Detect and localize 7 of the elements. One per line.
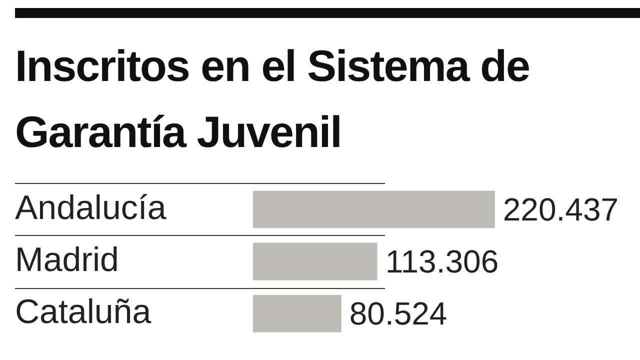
- data-label: 80.524: [349, 295, 448, 332]
- y-tick-label: Madrid: [15, 240, 119, 279]
- data-label: 220.437: [502, 191, 619, 228]
- y-tick-label: Andalucía: [15, 188, 166, 227]
- chart-title: Inscritos en el Sistema de Garantía Juvenil: [15, 41, 530, 159]
- data-label: 113.306: [385, 243, 499, 280]
- y-tick-label: Cataluña: [15, 292, 152, 331]
